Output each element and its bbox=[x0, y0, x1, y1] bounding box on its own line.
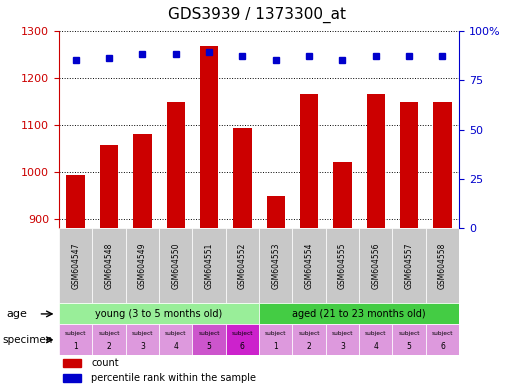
Bar bbox=[392, 324, 426, 355]
Bar bbox=[59, 228, 92, 303]
Text: subject: subject bbox=[132, 331, 153, 336]
Bar bbox=[359, 324, 392, 355]
Bar bbox=[426, 228, 459, 303]
Text: count: count bbox=[91, 358, 119, 368]
Text: GSM604549: GSM604549 bbox=[138, 243, 147, 289]
Text: GSM604555: GSM604555 bbox=[338, 243, 347, 289]
Text: 6: 6 bbox=[440, 342, 445, 351]
Text: subject: subject bbox=[65, 331, 86, 336]
Bar bbox=[259, 324, 292, 355]
Bar bbox=[433, 102, 451, 228]
Text: GSM604547: GSM604547 bbox=[71, 243, 80, 289]
Text: subject: subject bbox=[232, 331, 253, 336]
Bar bbox=[326, 228, 359, 303]
Bar bbox=[92, 228, 126, 303]
Text: subject: subject bbox=[365, 331, 386, 336]
Text: specimen: specimen bbox=[3, 335, 53, 345]
Text: 3: 3 bbox=[140, 342, 145, 351]
Text: percentile rank within the sample: percentile rank within the sample bbox=[91, 372, 256, 383]
Bar bbox=[267, 197, 285, 228]
Bar bbox=[159, 324, 192, 355]
Bar bbox=[233, 128, 251, 228]
Bar bbox=[359, 228, 392, 303]
Bar bbox=[126, 324, 159, 355]
Text: subject: subject bbox=[98, 331, 120, 336]
Bar bbox=[159, 228, 192, 303]
Bar bbox=[226, 228, 259, 303]
Text: young (3 to 5 months old): young (3 to 5 months old) bbox=[95, 309, 223, 319]
Text: 4: 4 bbox=[373, 342, 378, 351]
Text: subject: subject bbox=[332, 331, 353, 336]
Bar bbox=[133, 134, 151, 228]
Bar bbox=[392, 228, 426, 303]
Text: subject: subject bbox=[165, 331, 186, 336]
Bar bbox=[192, 228, 226, 303]
Bar bbox=[300, 94, 318, 228]
Text: GSM604558: GSM604558 bbox=[438, 243, 447, 289]
Bar bbox=[292, 324, 326, 355]
Text: 2: 2 bbox=[107, 342, 111, 351]
Bar bbox=[426, 324, 459, 355]
Bar bbox=[333, 162, 351, 228]
Text: GSM604556: GSM604556 bbox=[371, 243, 380, 289]
Bar bbox=[59, 324, 92, 355]
Text: GSM604551: GSM604551 bbox=[205, 243, 213, 289]
Text: 5: 5 bbox=[207, 342, 211, 351]
Text: GSM604554: GSM604554 bbox=[305, 243, 313, 289]
Text: GSM604553: GSM604553 bbox=[271, 243, 280, 289]
Text: subject: subject bbox=[399, 331, 420, 336]
Bar bbox=[63, 374, 81, 382]
Bar bbox=[367, 94, 385, 228]
Bar bbox=[292, 228, 326, 303]
Bar bbox=[259, 228, 292, 303]
Bar bbox=[63, 359, 81, 367]
Bar bbox=[200, 46, 218, 228]
Bar bbox=[226, 324, 259, 355]
Bar bbox=[400, 102, 418, 228]
Bar bbox=[59, 303, 259, 324]
Bar bbox=[67, 175, 85, 228]
Text: subject: subject bbox=[299, 331, 320, 336]
Text: GSM604557: GSM604557 bbox=[405, 243, 413, 289]
Text: subject: subject bbox=[199, 331, 220, 336]
Bar bbox=[167, 102, 185, 228]
Bar bbox=[259, 303, 459, 324]
Text: age: age bbox=[7, 309, 28, 319]
Bar bbox=[326, 324, 359, 355]
Text: subject: subject bbox=[432, 331, 453, 336]
Text: GSM604548: GSM604548 bbox=[105, 243, 113, 289]
Text: aged (21 to 23 months old): aged (21 to 23 months old) bbox=[292, 309, 426, 319]
Text: 3: 3 bbox=[340, 342, 345, 351]
Text: 2: 2 bbox=[307, 342, 311, 351]
Text: 6: 6 bbox=[240, 342, 245, 351]
Text: GDS3939 / 1373300_at: GDS3939 / 1373300_at bbox=[168, 7, 345, 23]
Text: GSM604552: GSM604552 bbox=[238, 243, 247, 289]
Bar bbox=[92, 324, 126, 355]
Text: GSM604550: GSM604550 bbox=[171, 243, 180, 289]
Text: subject: subject bbox=[265, 331, 286, 336]
Text: 4: 4 bbox=[173, 342, 178, 351]
Text: 1: 1 bbox=[73, 342, 78, 351]
Text: 5: 5 bbox=[407, 342, 411, 351]
Bar bbox=[100, 145, 118, 228]
Bar bbox=[192, 324, 226, 355]
Bar bbox=[126, 228, 159, 303]
Text: 1: 1 bbox=[273, 342, 278, 351]
